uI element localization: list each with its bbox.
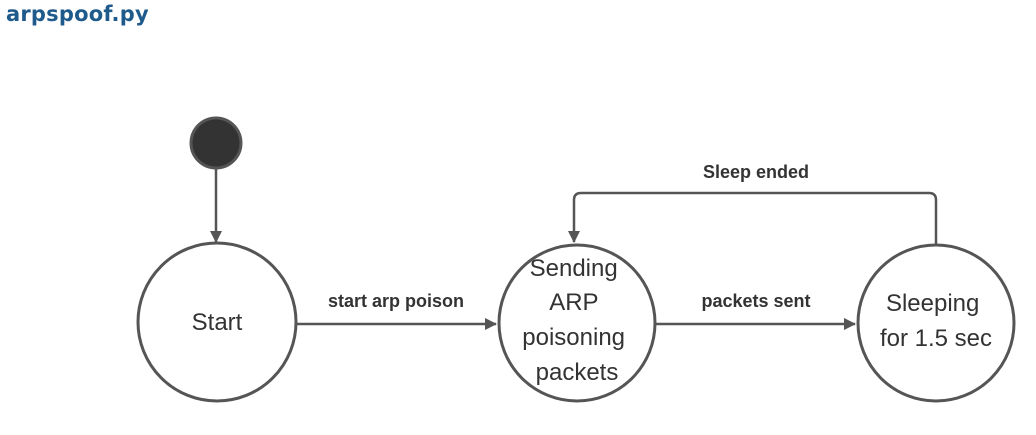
packets-sent-label: packets sent: [701, 291, 810, 311]
sending-label-line-4: packets: [536, 359, 619, 386]
sleep-ended-label: Sleep ended: [703, 162, 809, 182]
sleeping-to-sending-arrow: [568, 191, 938, 245]
sending-label-line-2: ARP: [549, 289, 598, 316]
sending-label-line-1: Sending: [530, 255, 618, 282]
sleeping-label-line-2: for 1.5 sec: [880, 325, 992, 352]
sleeping-state-label: Sleeping for 1.5 sec: [880, 290, 992, 352]
page-title: arpspoof.py: [6, 2, 149, 26]
initial-state-node: [189, 116, 243, 170]
sending-state-label: Sending ARP poisoning packets: [522, 255, 631, 386]
start-state-label: Start: [192, 309, 243, 336]
sleeping-label-line-1: Sleeping: [886, 290, 979, 317]
start-state-node: [136, 241, 298, 403]
sending-label-line-3: poisoning: [522, 324, 625, 351]
start-arp-poison-label: start arp poison: [328, 291, 464, 311]
sleeping-state-node: [856, 243, 1016, 403]
